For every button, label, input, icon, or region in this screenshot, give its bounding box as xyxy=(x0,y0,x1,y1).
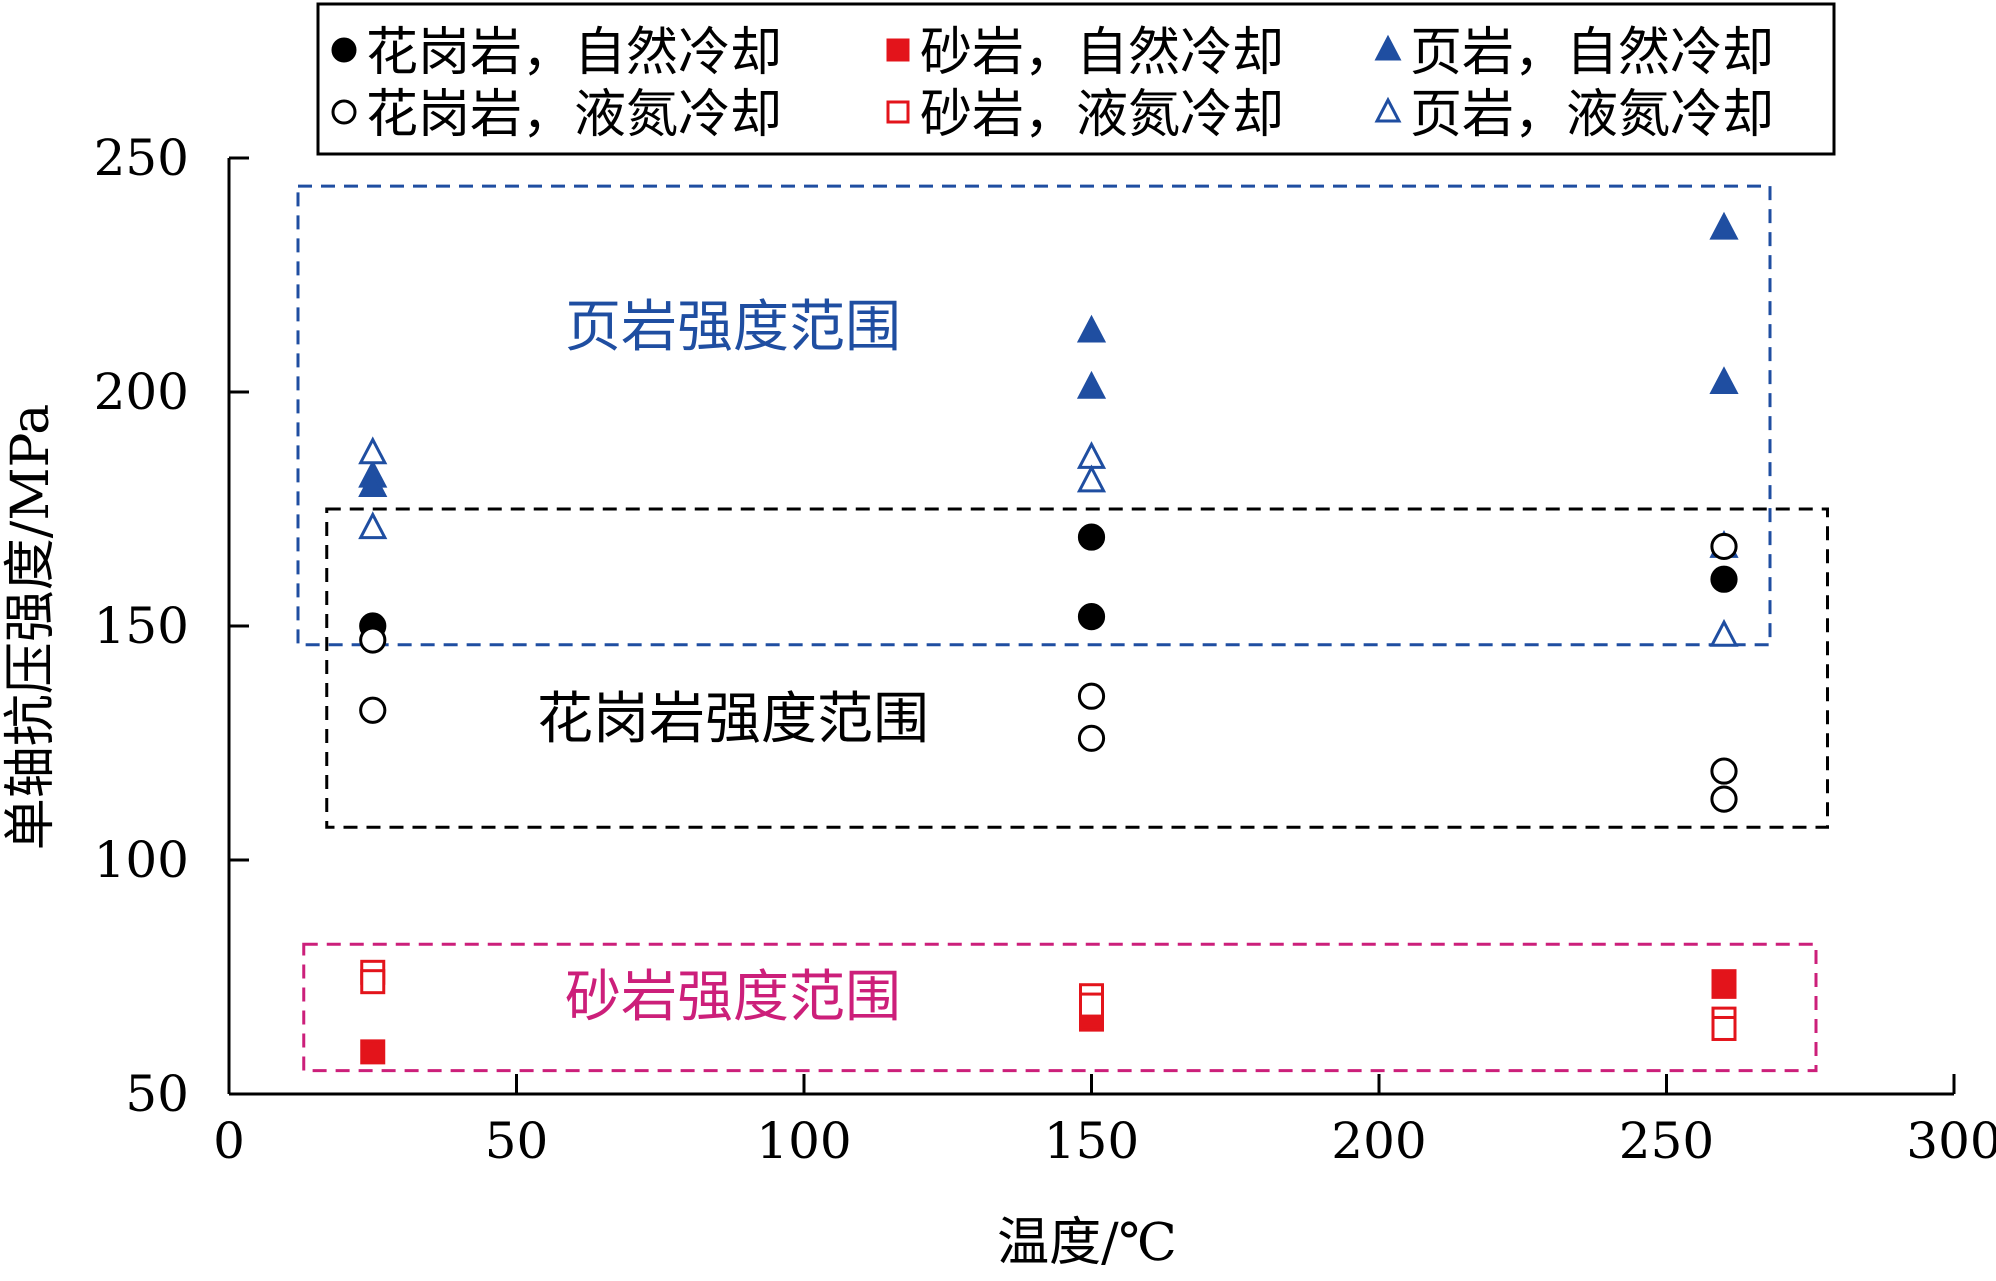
axes: 50 100 150 200 250 0 50 100 150 200 250 300 xyxy=(94,129,1996,1170)
y-tick-label-150: 150 xyxy=(94,597,189,655)
x-tick-label-0: 0 xyxy=(213,1112,245,1170)
data-point-5-3 xyxy=(1076,464,1107,493)
region-label-0: 页岩强度范围 xyxy=(565,295,901,360)
x-axis-title: 温度/℃ xyxy=(997,1213,1177,1273)
legend-label-1: 砂岩，自然冷却 xyxy=(920,23,1284,83)
data-point-4-1 xyxy=(360,969,386,995)
data-point-3-6 xyxy=(1710,785,1738,813)
legend-label-0: 花岗岩，自然冷却 xyxy=(366,23,782,83)
y-tick-label-50: 50 xyxy=(125,1065,189,1123)
y-tick-label-200: 200 xyxy=(94,363,189,421)
data-point-3-4 xyxy=(1710,532,1738,561)
legend-label-3: 花岗岩，液氮冷却 xyxy=(366,85,782,145)
region-box-1 xyxy=(325,507,1829,829)
legend-marker-1 xyxy=(886,38,910,62)
x-tick-label-300: 300 xyxy=(1906,1112,1996,1170)
data-point-0-1 xyxy=(1077,523,1106,551)
data-point-3-1 xyxy=(359,696,387,724)
y-tick-label-250: 250 xyxy=(94,129,189,187)
legend-marker-2 xyxy=(1374,34,1402,61)
data-point-2-1 xyxy=(358,469,388,497)
legend-marker-5 xyxy=(1374,96,1402,123)
data-point-2-2 xyxy=(1076,314,1107,343)
legend-marker-3 xyxy=(331,99,357,125)
x-tick-label-150: 150 xyxy=(1044,1112,1139,1170)
legend-label-2: 页岩，自然冷却 xyxy=(1410,23,1774,83)
data-point-2-5 xyxy=(1709,366,1739,395)
legend-box xyxy=(316,2,1836,156)
data-points xyxy=(358,211,1739,1065)
data-point-4-5 xyxy=(1711,1015,1737,1041)
y-tick-label-100: 100 xyxy=(94,831,189,889)
data-point-0-2 xyxy=(1077,603,1106,631)
data-point-5-4 xyxy=(1709,618,1739,647)
x-tick-label-200: 200 xyxy=(1331,1112,1426,1170)
data-point-1-0 xyxy=(360,1039,386,1065)
data-point-5-2 xyxy=(1076,441,1107,469)
data-point-3-5 xyxy=(1710,757,1738,785)
x-tick-label-250: 250 xyxy=(1619,1112,1714,1170)
legend-label-4: 砂岩，液氮冷却 xyxy=(920,85,1284,145)
data-point-3-0 xyxy=(359,626,387,654)
data-point-2-4 xyxy=(1709,211,1739,240)
x-tick-label-50: 50 xyxy=(485,1112,549,1170)
region-box-2 xyxy=(302,942,1818,1073)
data-point-5-1 xyxy=(358,511,388,540)
data-point-4-3 xyxy=(1079,992,1104,1018)
data-point-3-2 xyxy=(1077,682,1106,710)
data-point-2-3 xyxy=(1076,370,1107,399)
x-tick-label-100: 100 xyxy=(756,1112,851,1170)
legend-marker-0 xyxy=(331,37,357,63)
region-label-1: 花岗岩强度范围 xyxy=(537,687,929,752)
data-point-5-0 xyxy=(358,436,388,465)
region-box-0 xyxy=(296,184,1772,647)
y-axis-title: 单轴抗压强度/MPa xyxy=(1,404,61,850)
data-point-1-4 xyxy=(1711,969,1737,995)
data-point-0-3 xyxy=(1710,565,1738,593)
legend-marker-4 xyxy=(886,100,910,124)
legend-label-5: 页岩，液氮冷却 xyxy=(1410,85,1774,145)
region-label-2: 砂岩强度范围 xyxy=(565,965,901,1030)
data-point-3-3 xyxy=(1077,724,1106,752)
